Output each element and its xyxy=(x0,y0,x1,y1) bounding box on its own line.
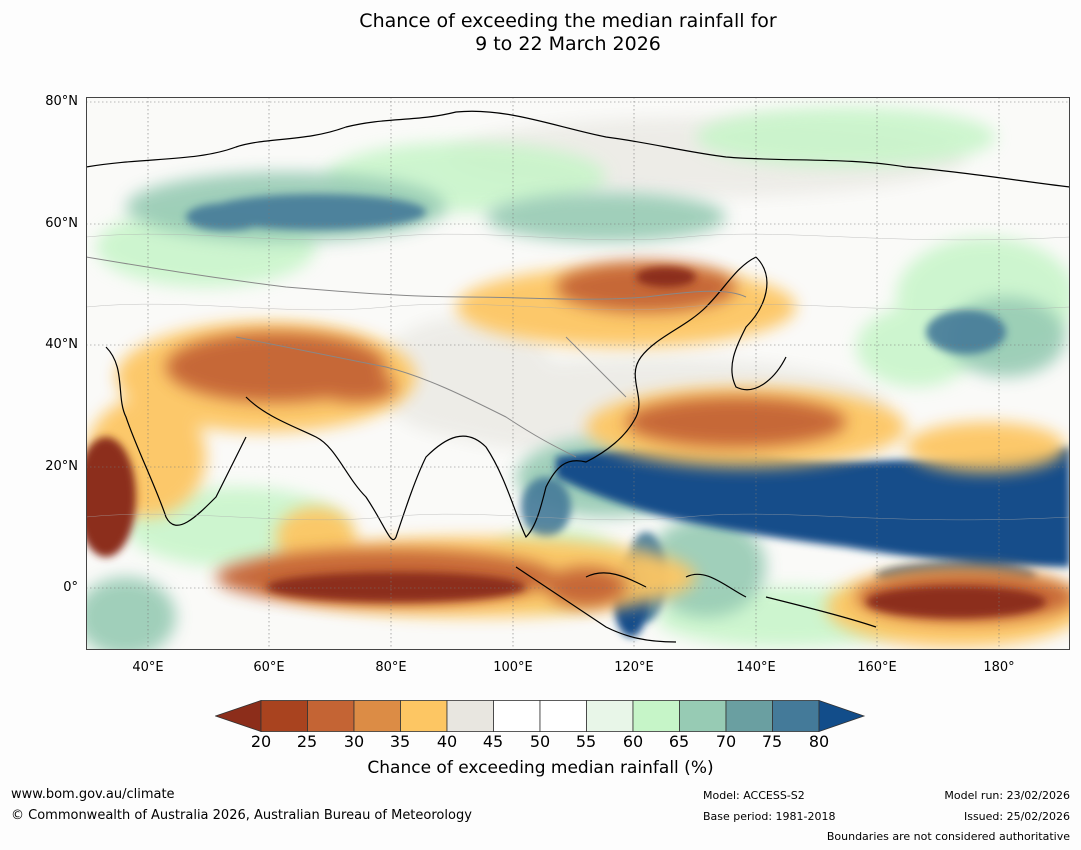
boundaries-disclaimer: Boundaries are not considered authoritat… xyxy=(826,830,1070,843)
colorbar-tick-30: 30 xyxy=(343,732,365,751)
lon-label-160e: 160°E xyxy=(857,660,897,675)
colorbar-tick-55: 55 xyxy=(575,732,597,751)
colorbar-segment xyxy=(586,700,634,732)
lon-label-80e: 80°E xyxy=(375,660,407,675)
colorbar-tick-70: 70 xyxy=(715,732,737,751)
colorbar-tick-25: 25 xyxy=(296,732,318,751)
colorbar-tick-20: 20 xyxy=(250,732,272,751)
lat-label-40n: 40°N xyxy=(45,337,78,352)
colorbar-tick-60: 60 xyxy=(622,732,644,751)
colorbar-segment xyxy=(260,700,308,732)
colorbar-segment xyxy=(725,700,773,732)
colorbar-low-extend xyxy=(215,700,262,732)
lon-label-180: 180° xyxy=(983,660,1015,675)
colorbar-label: Chance of exceeding median rainfall (%) xyxy=(367,758,714,778)
country-borders xyxy=(86,256,747,458)
colorbar-tick-65: 65 xyxy=(668,732,690,751)
model-name: Model: ACCESS-S2 xyxy=(703,789,805,802)
copyright-text: © Commonwealth of Australia 2026, Austra… xyxy=(11,808,472,823)
colorbar-segment xyxy=(679,700,727,732)
model-run-date: Model run: 23/02/2026 xyxy=(944,789,1070,802)
issued-date: Issued: 25/02/2026 xyxy=(963,810,1070,823)
title-line-2: 9 to 22 March 2026 xyxy=(475,33,661,55)
colorbar-segment xyxy=(632,700,680,732)
title-line-1: Chance of exceeding the median rainfall … xyxy=(359,10,777,32)
lon-label-100e: 100°E xyxy=(493,660,533,675)
base-period: Base period: 1981-2018 xyxy=(703,810,836,823)
colorbar-tick-45: 45 xyxy=(482,732,504,751)
rainfall-map xyxy=(86,97,1070,650)
map-title: Chance of exceeding the median rainfall … xyxy=(0,10,1081,56)
colorbar-segment xyxy=(493,700,541,732)
colorbar-segment xyxy=(772,700,820,732)
colorbar-tick-80: 80 xyxy=(808,732,830,751)
lon-label-120e: 120°E xyxy=(614,660,654,675)
colorbar xyxy=(215,700,866,732)
colorbar-segment xyxy=(353,700,401,732)
lon-label-140e: 140°E xyxy=(736,660,776,675)
colorbar-high-extend xyxy=(818,700,866,732)
lat-label-0: 0° xyxy=(63,580,78,595)
lat-label-20n: 20°N xyxy=(45,459,78,474)
dry-extreme-regions xyxy=(86,267,1046,618)
coastlines xyxy=(86,110,1070,643)
lat-label-60n: 60°N xyxy=(45,216,78,231)
colorbar-tick-35: 35 xyxy=(389,732,411,751)
colorbar-segment xyxy=(539,700,587,732)
lon-label-40e: 40°E xyxy=(132,660,164,675)
colorbar-tick-50: 50 xyxy=(529,732,551,751)
colorbar-segment xyxy=(400,700,448,732)
colorbar-tick-40: 40 xyxy=(436,732,458,751)
lat-label-80n: 80°N xyxy=(45,94,78,109)
colorbar-tick-75: 75 xyxy=(761,732,783,751)
source-url: www.bom.gov.au/climate xyxy=(11,787,175,802)
graticule xyxy=(86,97,1070,650)
lon-label-60e: 60°E xyxy=(253,660,285,675)
colorbar-segment xyxy=(446,700,494,732)
dry-medium-regions xyxy=(166,262,1070,622)
contour-lines xyxy=(86,233,1070,521)
colorbar-segment xyxy=(307,700,355,732)
